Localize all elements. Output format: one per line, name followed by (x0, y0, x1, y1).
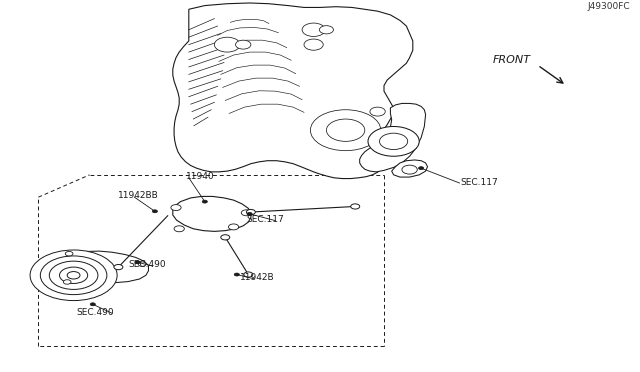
Polygon shape (360, 103, 426, 172)
Circle shape (310, 110, 381, 151)
Text: 11942BB: 11942BB (118, 191, 159, 200)
Circle shape (171, 205, 181, 211)
Circle shape (370, 107, 385, 116)
Circle shape (90, 303, 95, 306)
Circle shape (63, 280, 71, 284)
Circle shape (244, 272, 253, 277)
Circle shape (247, 212, 252, 215)
Circle shape (174, 226, 184, 232)
Circle shape (114, 264, 123, 270)
Circle shape (419, 167, 424, 170)
Circle shape (246, 209, 255, 215)
Circle shape (236, 40, 251, 49)
Circle shape (202, 200, 207, 203)
Circle shape (221, 235, 230, 240)
Text: FRONT: FRONT (493, 55, 531, 65)
Circle shape (319, 26, 333, 34)
Text: SEC.490: SEC.490 (77, 308, 115, 317)
Circle shape (326, 119, 365, 141)
Polygon shape (173, 196, 251, 231)
Polygon shape (392, 160, 428, 177)
Circle shape (67, 272, 80, 279)
Text: SEC.490: SEC.490 (128, 260, 166, 269)
Circle shape (49, 261, 98, 289)
Text: SEC.117: SEC.117 (461, 178, 499, 187)
Circle shape (135, 261, 140, 264)
Circle shape (368, 126, 419, 156)
Circle shape (241, 210, 252, 216)
Circle shape (380, 133, 408, 150)
Circle shape (30, 250, 117, 301)
Circle shape (351, 204, 360, 209)
Circle shape (152, 210, 157, 213)
Circle shape (138, 262, 146, 266)
Circle shape (40, 256, 107, 295)
Circle shape (402, 165, 417, 174)
Circle shape (65, 251, 73, 256)
Circle shape (228, 224, 239, 230)
Circle shape (60, 267, 88, 283)
Circle shape (234, 273, 239, 276)
Polygon shape (173, 3, 413, 179)
Circle shape (302, 23, 325, 36)
Text: J49300FC: J49300FC (588, 2, 630, 11)
Text: 11942B: 11942B (240, 273, 275, 282)
Polygon shape (65, 251, 148, 283)
Text: 11940: 11940 (186, 172, 214, 181)
Circle shape (214, 37, 240, 52)
Circle shape (304, 39, 323, 50)
Text: SEC.117: SEC.117 (246, 215, 284, 224)
